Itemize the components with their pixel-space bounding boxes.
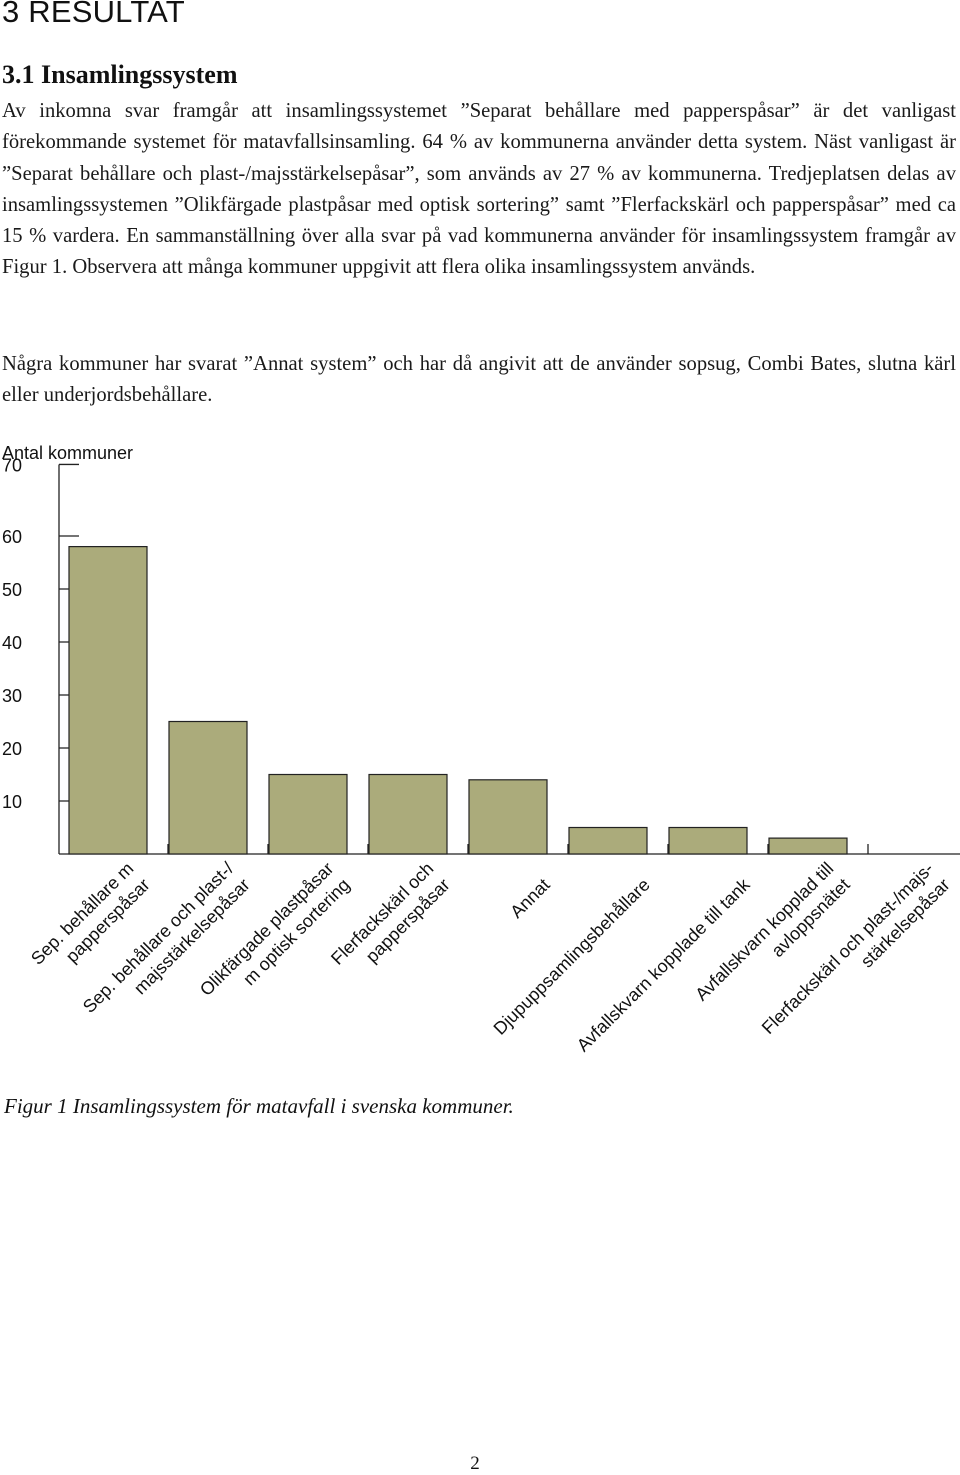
- y-tick-label-60: 60: [2, 527, 22, 547]
- x-category-label-9: Flerfackskärl och plast-/majs-stärkelsep…: [758, 858, 954, 1038]
- y-tick-label-20: 20: [2, 739, 22, 759]
- y-tick-label-30: 30: [2, 686, 22, 706]
- bar-5: [468, 779, 548, 855]
- y-tick-label-50: 50: [2, 580, 22, 600]
- subsection-heading: 3.1 Insamlingssystem: [2, 60, 238, 89]
- y-tick-label-10: 10: [2, 792, 22, 812]
- page-number: 2: [470, 1453, 480, 1474]
- chart-y-axis-title: Antal kommuner: [2, 443, 134, 463]
- x-category-label-5: Annat: [506, 875, 553, 922]
- bar-2: [168, 720, 248, 855]
- y-tick-label-70: 70: [2, 455, 22, 475]
- bar-8: [768, 837, 848, 855]
- bar-7: [668, 826, 748, 855]
- section-heading: 3 RESULTAT: [2, 0, 185, 29]
- figure-caption: Figur 1 Insamlingssystem för matavfall i…: [4, 1094, 514, 1118]
- y-tick-label-40: 40: [2, 633, 22, 653]
- body-paragraph-2: Några kommuner har svarat ”Annat system”…: [2, 353, 956, 407]
- bar-4: [368, 773, 448, 855]
- x-category-label-5-line-1: Annat: [506, 875, 553, 922]
- bar-1: [68, 545, 148, 855]
- bar-3: [268, 773, 348, 855]
- bar-6: [568, 826, 648, 855]
- body-paragraph-1: Av inkomna svar framgår att insamlingssy…: [2, 100, 956, 279]
